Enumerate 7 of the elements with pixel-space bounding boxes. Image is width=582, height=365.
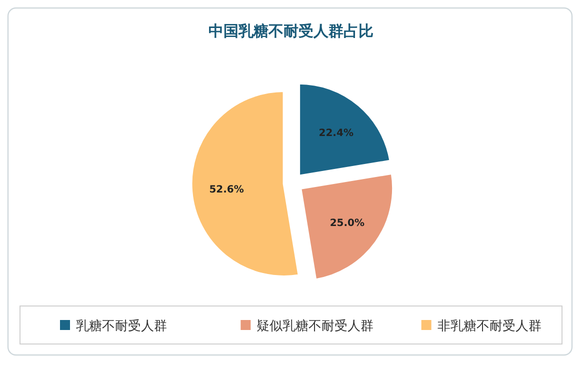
legend-label: 非乳糖不耐受人群 <box>437 319 542 334</box>
data-label: 22.4% <box>318 128 354 140</box>
chart-title: 中国乳糖不耐受人群占比 <box>208 22 374 40</box>
data-label: 25.0% <box>330 218 365 229</box>
legend-label: 乳糖不耐受人群 <box>76 319 167 334</box>
legend-label: 疑似乳糖不耐受人群 <box>256 319 374 334</box>
data-label: 52.6% <box>209 184 244 196</box>
